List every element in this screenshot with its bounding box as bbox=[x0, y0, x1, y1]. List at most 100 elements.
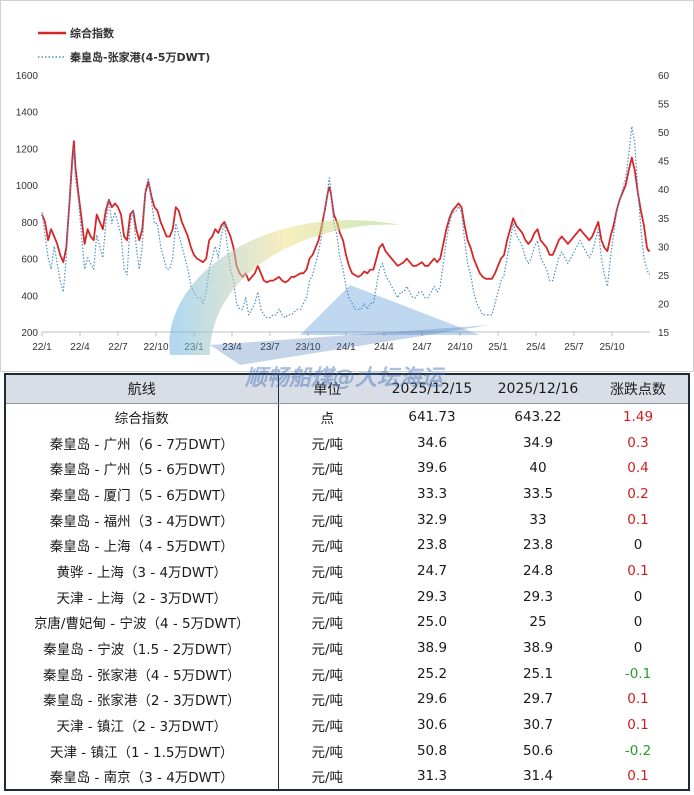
unit-cell: 元/吨 bbox=[311, 616, 344, 633]
x-tick-label: 22/4 bbox=[70, 342, 90, 353]
unit-cell: 元/吨 bbox=[311, 642, 344, 659]
value-date-1: 24.7 bbox=[416, 562, 448, 579]
x-tick-label: 22/7 bbox=[108, 342, 128, 353]
value-date-1: 32.9 bbox=[416, 511, 448, 528]
value-date-2: 34.9 bbox=[522, 434, 554, 451]
value-date-2: 29.7 bbox=[522, 691, 554, 708]
value-date-2: 40 bbox=[529, 460, 547, 477]
y-left-tick-label: 800 bbox=[21, 218, 38, 229]
y-right-tick-label: 40 bbox=[658, 185, 670, 196]
series-line-qhd-zjg bbox=[41, 125, 651, 319]
table-row: 秦皇岛 - 张家港（4 - 5万DWT） 元/吨 25.2 25.1 -0.1 bbox=[6, 660, 688, 687]
route-cell: 秦皇岛 - 上海（4 - 5万DWT） bbox=[6, 532, 279, 559]
value-date-1: 38.9 bbox=[416, 640, 448, 657]
change-cell: -0.1 bbox=[624, 665, 652, 682]
route-cell: 秦皇岛 - 厦门（5 - 6万DWT） bbox=[6, 481, 279, 507]
x-tick-label: 25/7 bbox=[564, 342, 584, 353]
table-row: 秦皇岛 - 广州（5 - 6万DWT） 元/吨 39.6 40 0.4 bbox=[6, 455, 688, 482]
x-tick-label: 25/4 bbox=[526, 342, 546, 353]
value-date-1: 29.6 bbox=[416, 691, 448, 708]
value-date-2: 29.3 bbox=[522, 588, 554, 605]
change-cell: 0.2 bbox=[627, 485, 649, 502]
table-row: 秦皇岛 - 厦门（5 - 6万DWT） 元/吨 33.3 33.5 0.2 bbox=[6, 481, 688, 507]
y-left-tick-label: 1200 bbox=[16, 144, 39, 155]
line-chart: 200 400 600 800 1000 1200 1400 1600 15 20 25 30 35 40… bbox=[0, 0, 694, 372]
route-cell: 秦皇岛 - 张家港（4 - 5万DWT） bbox=[6, 660, 279, 687]
header-date-1: 2025/12/15 bbox=[376, 375, 488, 404]
value-date-2: 33.5 bbox=[522, 485, 554, 502]
unit-cell: 元/吨 bbox=[311, 487, 344, 504]
change-cell: 0.1 bbox=[627, 511, 649, 528]
route-cell: 黄骅 - 上海（3 - 4万DWT） bbox=[6, 558, 279, 584]
x-tick-label: 24/4 bbox=[374, 342, 394, 353]
table-row: 天津 - 上海（2 - 3万DWT） 元/吨 29.3 29.3 0 bbox=[6, 583, 688, 610]
unit-cell: 元/吨 bbox=[311, 667, 344, 684]
route-cell: 京唐/曹妃甸 - 宁波（4 - 5万DWT） bbox=[6, 609, 279, 636]
y-right-tick-label: 30 bbox=[658, 242, 670, 253]
unit-cell: 元/吨 bbox=[311, 462, 344, 479]
rate-table: 航线 单位 2025/12/15 2025/12/16 涨跌点数 综合指数 点 64… bbox=[6, 375, 688, 790]
change-cell: 0 bbox=[633, 614, 643, 631]
change-cell: 0 bbox=[633, 640, 643, 657]
x-tick-label: 24/1 bbox=[336, 342, 356, 353]
table-row: 天津 - 镇江（2 - 3万DWT） 元/吨 30.6 30.7 0.1 bbox=[6, 712, 688, 738]
unit-cell: 元/吨 bbox=[311, 539, 344, 556]
value-date-1: 23.8 bbox=[416, 537, 448, 554]
value-date-2: 31.4 bbox=[522, 768, 554, 785]
change-cell: 0 bbox=[633, 588, 643, 605]
table-row: 秦皇岛 - 张家港（2 - 3万DWT） 元/吨 29.6 29.7 0.1 bbox=[6, 686, 688, 713]
value-date-2: 25 bbox=[529, 614, 547, 631]
change-cell: 1.49 bbox=[622, 408, 654, 425]
change-cell: 0.3 bbox=[627, 434, 649, 451]
y-right-tick-label: 20 bbox=[658, 299, 670, 310]
x-tick-label: 24/10 bbox=[447, 342, 472, 353]
route-cell: 天津 - 镇江（1 - 1.5万DWT） bbox=[6, 737, 279, 764]
header-route: 航线 bbox=[6, 375, 279, 404]
value-date-1: 30.6 bbox=[416, 717, 448, 734]
freight-rate-table: 航线 单位 2025/12/15 2025/12/16 涨跌点数 综合指数 点 64… bbox=[4, 373, 690, 791]
change-cell: 0 bbox=[633, 537, 643, 554]
route-cell: 秦皇岛 - 南京（3 - 4万DWT） bbox=[6, 763, 279, 790]
value-date-2: 50.6 bbox=[522, 742, 554, 759]
unit-cell: 元/吨 bbox=[311, 693, 344, 710]
value-date-1: 39.6 bbox=[416, 460, 448, 477]
x-tick-label: 24/7 bbox=[412, 342, 432, 353]
y-left-tick-label: 200 bbox=[21, 328, 38, 339]
unit-cell: 点 bbox=[320, 410, 335, 427]
table-row: 综合指数 点 641.73 643.22 1.49 bbox=[6, 403, 688, 430]
value-date-2: 33 bbox=[529, 511, 547, 528]
table-row: 天津 - 镇江（1 - 1.5万DWT） 元/吨 50.8 50.6 -0.2 bbox=[6, 737, 688, 764]
value-date-1: 50.8 bbox=[416, 742, 448, 759]
value-date-1: 34.6 bbox=[416, 434, 448, 451]
y-left-tick-label: 1600 bbox=[16, 71, 39, 82]
unit-cell: 元/吨 bbox=[311, 719, 344, 736]
table-row: 秦皇岛 - 广州（6 - 7万DWT） 元/吨 34.6 34.9 0.3 bbox=[6, 429, 688, 456]
x-tick-label: 25/1 bbox=[488, 342, 508, 353]
header-date-2: 2025/12/16 bbox=[488, 375, 588, 404]
table-row: 黄骅 - 上海（3 - 4万DWT） 元/吨 24.7 24.8 0.1 bbox=[6, 558, 688, 584]
value-date-1: 641.73 bbox=[408, 408, 456, 425]
route-cell: 天津 - 镇江（2 - 3万DWT） bbox=[6, 712, 279, 738]
x-tick-label: 22/10 bbox=[143, 342, 168, 353]
legend-label: 秦皇岛-张家港(4-5万DWT) bbox=[69, 50, 210, 64]
x-tick-label: 23/4 bbox=[222, 342, 242, 353]
route-cell: 秦皇岛 - 张家港（2 - 3万DWT） bbox=[6, 686, 279, 713]
y-left-tick-label: 1400 bbox=[16, 108, 39, 119]
y-right-tick-label: 35 bbox=[658, 214, 670, 225]
y-right-tick-label: 15 bbox=[658, 328, 670, 339]
table-row: 秦皇岛 - 宁波（1.5 - 2万DWT） 元/吨 38.9 38.9 0 bbox=[6, 635, 688, 661]
value-date-2: 23.8 bbox=[522, 537, 554, 554]
y-right-tick-label: 55 bbox=[658, 100, 670, 111]
change-cell: 0.1 bbox=[627, 691, 649, 708]
change-cell: 0.1 bbox=[627, 562, 649, 579]
header-change: 涨跌点数 bbox=[588, 375, 688, 404]
header-unit: 单位 bbox=[278, 375, 376, 404]
value-date-1: 29.3 bbox=[416, 588, 448, 605]
change-cell: 0.1 bbox=[627, 717, 649, 734]
value-date-1: 31.3 bbox=[416, 768, 448, 785]
change-cell: 0.1 bbox=[627, 768, 649, 785]
value-date-1: 25.2 bbox=[416, 665, 448, 682]
y-right-tick-label: 60 bbox=[658, 71, 670, 82]
unit-cell: 元/吨 bbox=[311, 770, 344, 787]
